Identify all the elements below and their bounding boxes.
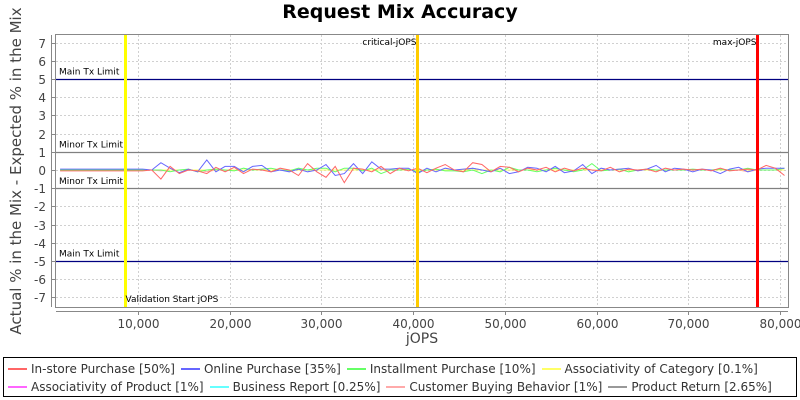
legend-item: Associativity of Category [0.1%] (541, 361, 758, 377)
legend-label: Installment Purchase [10%] (369, 362, 536, 376)
y-tick-label: 6 (38, 55, 46, 69)
legend-swatch-icon (541, 367, 561, 370)
legend-row-1: In-store Purchase [50%] Online Purchase [… (8, 361, 796, 379)
x-tick-label: 70,000 (668, 317, 710, 331)
y-axis-ticks: 7 6 5 4 3 2 1 0 -1 -2 -3 -4 -5 -6 -7 (34, 35, 55, 307)
x-tick-label: 80,000 (760, 317, 800, 331)
y-tick-label: -6 (34, 273, 46, 287)
legend-swatch-icon (8, 385, 27, 388)
data-series (60, 159, 785, 184)
x-tick-label: 10,000 (118, 317, 160, 331)
chart-title: Request Mix Accuracy (282, 1, 518, 23)
y-tick-label: 0 (38, 164, 46, 178)
y-tick-label: -1 (34, 182, 46, 196)
marker-label: max-jOPS (713, 38, 757, 48)
x-tick-label: 60,000 (577, 317, 619, 331)
y-axis-label: Actual % in the Mix - Expected % in the … (7, 7, 25, 334)
x-tick-label: 20,000 (210, 317, 252, 331)
legend-label: Business Report [0.25%] (232, 380, 381, 394)
y-tick-label: 7 (38, 37, 46, 51)
legend-swatch-icon (8, 367, 27, 370)
limit-label: Main Tx Limit (59, 250, 120, 260)
legend-item: Online Purchase [35%] (180, 361, 341, 377)
x-axis-ticks: 10,000 20,000 30,000 40,000 50,000 60,000 70,0… (56, 311, 800, 331)
y-tick-label: -4 (34, 237, 46, 251)
legend: In-store Purchase [50%] Online Purchase [… (3, 357, 797, 397)
legend-label: Customer Buying Behavior [1%] (409, 380, 603, 394)
limit-label: Main Tx Limit (59, 68, 120, 78)
legend-label: Online Purchase [35%] (203, 362, 341, 376)
legend-item: Customer Buying Behavior [1%] (386, 379, 602, 395)
legend-label: Associativity of Category [0.1%] (564, 362, 758, 376)
legend-swatch-icon (386, 385, 406, 388)
legend-item: Associativity of Product [1%] (8, 379, 204, 395)
legend-item: Business Report [0.25%] (209, 379, 381, 395)
legend-swatch-icon (608, 385, 628, 388)
legend-row-2: Associativity of Product [1%] Business Re… (8, 379, 796, 397)
x-tick-label: 40,000 (393, 317, 435, 331)
y-tick-label: 3 (38, 109, 46, 123)
y-tick-label: -7 (34, 291, 46, 305)
legend-item: Installment Purchase [10%] (346, 361, 536, 377)
legend-item: In-store Purchase [50%] (8, 361, 175, 377)
x-tick-label: 30,000 (301, 317, 343, 331)
series-line (60, 162, 785, 184)
y-tick-label: -5 (34, 255, 46, 269)
x-axis-label: jOPS (405, 331, 438, 347)
legend-swatch-icon (346, 367, 366, 370)
marker-label: critical-jOPS (362, 38, 416, 48)
y-tick-label: 2 (38, 128, 46, 142)
limit-label: Minor Tx Limit (59, 177, 124, 187)
marker-lines: Validation Start jOPS critical-jOPS max-jO… (124, 35, 759, 307)
y-tick-label: 5 (38, 73, 46, 87)
limit-lines: Main Tx Limit Minor Tx Limit Minor Tx Limi… (56, 68, 788, 263)
y-tick-label: -3 (34, 219, 46, 233)
marker-label: Validation Start jOPS (126, 295, 219, 305)
y-tick-label: 1 (38, 146, 46, 160)
legend-item: Product Return [2.65%] (608, 379, 772, 395)
legend-label: In-store Purchase [50%] (31, 362, 175, 376)
legend-label: Product Return [2.65%] (631, 380, 772, 394)
limit-label: Minor Tx Limit (59, 141, 124, 151)
legend-swatch-icon (209, 385, 229, 388)
legend-label: Associativity of Product [1%] (31, 380, 204, 394)
legend-swatch-icon (180, 367, 200, 370)
y-tick-label: -2 (34, 200, 46, 214)
y-tick-label: 4 (38, 91, 46, 105)
x-tick-label: 50,000 (485, 317, 527, 331)
plot-frame (55, 34, 789, 308)
